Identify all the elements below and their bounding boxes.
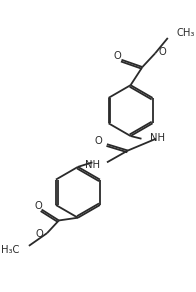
Text: H₃C: H₃C — [1, 245, 20, 256]
Text: O: O — [159, 47, 166, 57]
Text: O: O — [114, 51, 122, 61]
Text: O: O — [36, 229, 44, 239]
Text: NH: NH — [85, 160, 100, 170]
Text: O: O — [95, 136, 103, 147]
Text: NH: NH — [150, 133, 165, 143]
Text: O: O — [34, 201, 42, 211]
Text: CH₃: CH₃ — [177, 28, 195, 39]
